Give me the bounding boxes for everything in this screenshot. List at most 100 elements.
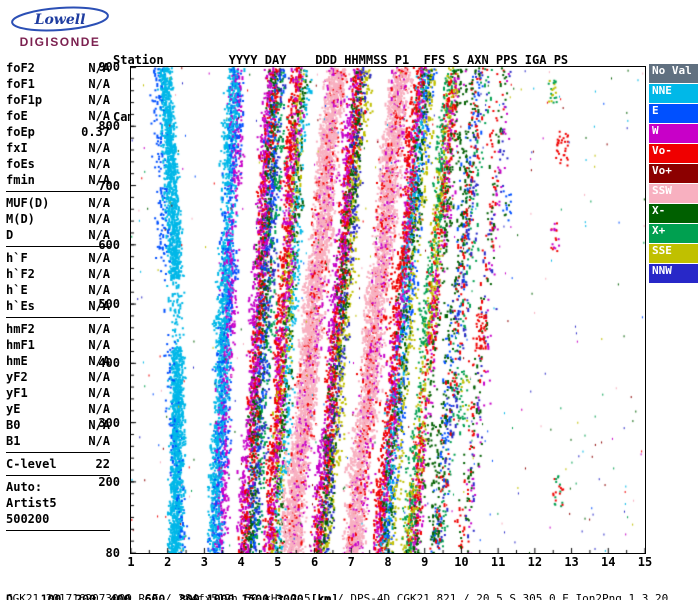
parameter-label: h`F2 <box>6 267 35 281</box>
x-tick-label: 8 <box>384 555 392 569</box>
parameter-row: yF1 N/A <box>6 385 110 401</box>
parameter-row: foF2 N/A <box>6 60 110 76</box>
parameter-label: B1 <box>6 434 21 448</box>
parameter-label: MUF(D) <box>6 196 50 210</box>
legend-item-W: W <box>649 124 698 143</box>
parameter-row: foEp 0.37 <box>6 124 110 140</box>
parameter-value: N/A <box>88 299 110 313</box>
d-row: D 100 200 400 600 800 1000 1500 3000 [km… <box>6 592 339 600</box>
parameter-row: Auto: <box>6 479 110 495</box>
legend-item-NNW: NNW <box>649 264 698 283</box>
x-tick-label: 7 <box>347 555 355 569</box>
parameter-row: h`F2 N/A <box>6 266 110 282</box>
d-muf-table: D 100 200 400 600 800 1000 1500 3000 [km… <box>6 567 352 600</box>
x-tick-label: 9 <box>421 555 429 569</box>
logo-digisonde-text: DIGISONDE <box>19 35 101 49</box>
parameter-value: N/A <box>88 354 110 368</box>
y-tick-label: 700 <box>98 178 120 193</box>
parameter-row: h`F N/A <box>6 250 110 266</box>
parameter-row: h`E N/A <box>6 282 110 298</box>
parameter-label: C-level <box>6 457 57 471</box>
parameter-label: fmin <box>6 173 35 187</box>
parameter-value: N/A <box>88 141 110 155</box>
y-tick-label: 800 <box>98 119 120 134</box>
parameter-row: foF1 N/A <box>6 76 110 92</box>
legend-item-SSE: SSE <box>649 244 698 263</box>
x-tick-label: 2 <box>164 555 172 569</box>
logo-swoosh-ellipse <box>11 6 109 32</box>
header-labels-row: Station YYYY DAY DDD HHMMSS P1 FFS S AXN… <box>113 53 569 67</box>
parameter-value: 0.37 <box>81 125 110 139</box>
x-tick-label: 1 <box>127 555 135 569</box>
parameter-label: h`E <box>6 283 28 297</box>
parameter-value: N/A <box>88 93 110 107</box>
separator-line <box>6 475 110 476</box>
parameter-row: yF2 N/A <box>6 369 110 385</box>
parameter-row: B1 N/A <box>6 433 110 449</box>
parameter-label: M(D) <box>6 212 35 226</box>
parameter-value: N/A <box>88 196 110 210</box>
parameter-label: Auto: <box>6 480 43 494</box>
parameter-value: N/A <box>88 283 110 297</box>
parameter-label: Artist5 <box>6 496 57 510</box>
parameter-label: 500200 <box>6 512 50 526</box>
parameter-label: hmF2 <box>6 322 35 336</box>
parameter-label: yF1 <box>6 386 28 400</box>
y-tick-label: 900 <box>98 60 120 74</box>
legend-item-NNE: NNE <box>649 84 698 103</box>
x-tick-label: 13 <box>564 555 579 569</box>
parameter-value: N/A <box>88 228 110 242</box>
parameter-row: yE N/A <box>6 401 110 417</box>
parameter-label: hmF1 <box>6 338 35 352</box>
x-tick-label: 3 <box>200 555 209 569</box>
separator-line <box>6 246 110 247</box>
parameter-value: N/A <box>88 212 110 226</box>
x-tick-label: 5 <box>274 555 282 569</box>
parameter-label: foF1p <box>6 93 43 107</box>
legend-item-X-: X- <box>649 204 698 223</box>
parameter-value: N/A <box>88 251 110 265</box>
parameter-row: MUF(D) N/A <box>6 195 110 211</box>
parameter-row: C-level 22 <box>6 456 110 472</box>
y-tick-label: 300 <box>98 415 120 430</box>
logo-swoosh-graphic: Lowell <box>11 6 109 32</box>
parameter-row: hmF1 N/A <box>6 337 110 353</box>
parameter-value: N/A <box>88 322 110 336</box>
y-tick-label: 80 <box>105 546 120 560</box>
status-line: CGK21_2017162073000.RSF / 284fx512h 50 k… <box>6 592 669 600</box>
parameter-value: N/A <box>88 61 110 75</box>
parameter-label: B0 <box>6 418 21 432</box>
legend-item-SSW: SSW <box>649 184 698 203</box>
parameter-value: N/A <box>88 338 110 352</box>
parameter-value: N/A <box>88 434 110 448</box>
y-tick-label: 500 <box>98 297 120 312</box>
x-tick-label: 14 <box>601 555 616 569</box>
parameter-value: N/A <box>88 157 110 171</box>
parameter-label: foF1 <box>6 77 35 91</box>
legend-item-NoVal: No Val <box>649 64 698 83</box>
parameter-value: N/A <box>88 109 110 123</box>
parameter-value: N/A <box>88 267 110 281</box>
x-tick-label: 4 <box>237 555 245 569</box>
x-tick-label: 11 <box>490 555 506 569</box>
x-tick-label: 15 <box>637 555 653 569</box>
parameter-label: D <box>6 228 14 242</box>
separator-line <box>6 530 110 531</box>
parameter-label: foEs <box>6 157 35 171</box>
legend-item-Vo-: Vo- <box>649 144 698 163</box>
y-axis-labels: 900 800 700 600 500 400 300 200 80 <box>88 60 126 560</box>
parameter-panel: foF2 N/A foF1 N/A foF1p N/A foE N/A foEp 0.37 fxI N… <box>6 60 110 534</box>
parameter-label: h`Es <box>6 299 35 313</box>
x-tick-label: 10 <box>454 555 469 569</box>
y-tick-label: 400 <box>98 356 120 371</box>
parameter-row: Artist5 <box>6 495 110 511</box>
parameter-row: foEs N/A <box>6 156 110 172</box>
parameter-value: N/A <box>88 370 110 384</box>
parameter-row: 500200 <box>6 511 110 527</box>
separator-line <box>6 317 110 318</box>
parameter-row: M(D) N/A <box>6 211 110 227</box>
parameter-row: foE N/A <box>6 108 110 124</box>
separator-line <box>6 191 110 192</box>
parameter-label: foEp <box>6 125 35 139</box>
